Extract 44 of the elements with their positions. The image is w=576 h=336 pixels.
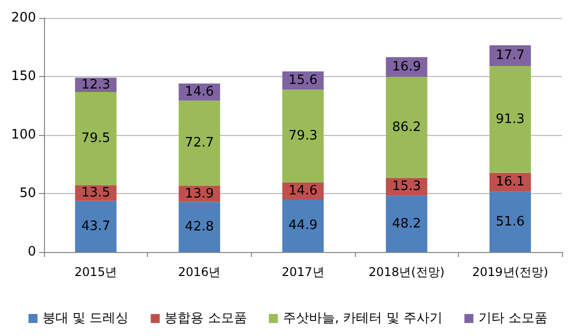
- data-label: 51.6: [496, 214, 525, 230]
- x-tick-label: 2016년: [178, 265, 221, 279]
- data-label: 15.6: [288, 72, 318, 88]
- bar: [489, 192, 531, 252]
- data-label: 72.7: [184, 136, 214, 151]
- data-label: 86.2: [392, 120, 422, 135]
- y-tick-label: 0: [28, 244, 36, 260]
- data-label: 12.3: [81, 77, 110, 92]
- legend-label: 봉합용 소모품: [164, 311, 247, 326]
- data-label: 48.2: [392, 216, 422, 232]
- bar: [178, 202, 220, 252]
- y-tick-label: 50: [19, 186, 36, 201]
- data-label: 17.7: [496, 48, 525, 64]
- legend-label: 붕대 및 드레싱: [42, 311, 129, 326]
- data-label: 79.5: [81, 131, 110, 146]
- data-label: 91.3: [496, 112, 525, 127]
- bar: [282, 199, 324, 252]
- data-label: 16.1: [496, 174, 525, 190]
- data-label: 13.5: [81, 185, 110, 200]
- legend-label: 기타 소모품: [478, 311, 548, 326]
- bar: [386, 76, 428, 178]
- x-tick-label: 2015년: [74, 265, 118, 279]
- y-tick-label: 150: [11, 69, 36, 84]
- data-label: 14.6: [288, 183, 318, 198]
- data-label: 15.3: [392, 179, 422, 194]
- bar: [75, 92, 117, 186]
- data-label: 13.9: [184, 186, 214, 202]
- data-label: 79.3: [288, 128, 318, 144]
- bar: [178, 100, 220, 186]
- y-tick-label: 200: [11, 10, 36, 26]
- data-label: 42.8: [184, 219, 214, 234]
- bar: [282, 90, 324, 182]
- x-tick-label: 2019년(전망): [472, 265, 548, 279]
- y-tick-label: 100: [11, 128, 36, 142]
- data-label: 44.9: [288, 218, 318, 234]
- data-label: 16.9: [392, 59, 422, 74]
- bar: [489, 66, 531, 173]
- legend-label: 주삿바늘, 카테터 및 주사기: [282, 311, 442, 326]
- x-tick-label: 2018년(전망): [368, 265, 445, 279]
- x-tick-label: 2017년: [282, 265, 324, 279]
- bar: [386, 196, 428, 252]
- data-label: 14.6: [184, 84, 214, 100]
- data-label: 43.7: [81, 218, 110, 234]
- bar: [75, 200, 117, 252]
